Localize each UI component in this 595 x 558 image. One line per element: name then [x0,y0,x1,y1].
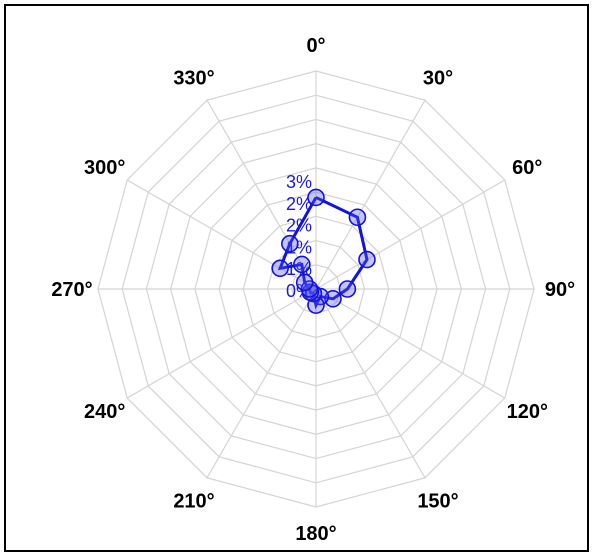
angle-tick-label: 270° [51,279,92,301]
angle-tick-label: 210° [173,490,214,512]
data-point [307,188,325,207]
grid-spoke [315,288,426,479]
data-point [293,255,311,274]
series-layer [271,188,376,314]
radial-tick-label: 1% [286,237,312,257]
angle-labels: 0° 30° 60° 90° 120° 150° 180° 210° 240° 270° 300° 3… [51,35,575,545]
angle-tick-label: 330° [173,68,214,90]
angle-tick-label: 180° [295,523,336,545]
radar-chart: 0° 30° 60° 90° 120° 150° 180° 210° 240° 270° 300° 3… [51,35,575,545]
data-point [338,280,357,298]
grid-spoke [315,288,506,399]
data-point [281,234,299,253]
data-point [348,208,367,227]
chart-frame: 0° 30° 60° 90° 120° 150° 180° 210° 240° 270° 300° 3… [4,4,589,552]
data-point [271,259,289,278]
grid-spoke [126,288,317,399]
data-point [324,290,342,308]
data-point [358,250,376,269]
angle-tick-label: 90° [545,279,575,301]
grid-spoke [315,179,506,290]
angle-tick-label: 0° [306,35,325,57]
angle-tick-label: 60° [512,157,542,179]
grid-spoke [315,99,426,290]
grid-spoke [206,288,317,479]
grid-spoke [126,179,317,290]
angle-tick-label: 240° [84,401,125,423]
angle-tick-label: 150° [417,490,458,512]
radar-grid [97,70,535,508]
angle-tick-label: 30° [423,68,453,90]
angle-tick-label: 120° [507,401,548,423]
data-point [295,273,314,292]
radial-labels: 0%1%1%2%2%3% [286,172,312,301]
radial-tick-label: 2% [286,194,312,214]
angle-tick-label: 300° [84,157,125,179]
radial-tick-label: 3% [286,172,312,192]
